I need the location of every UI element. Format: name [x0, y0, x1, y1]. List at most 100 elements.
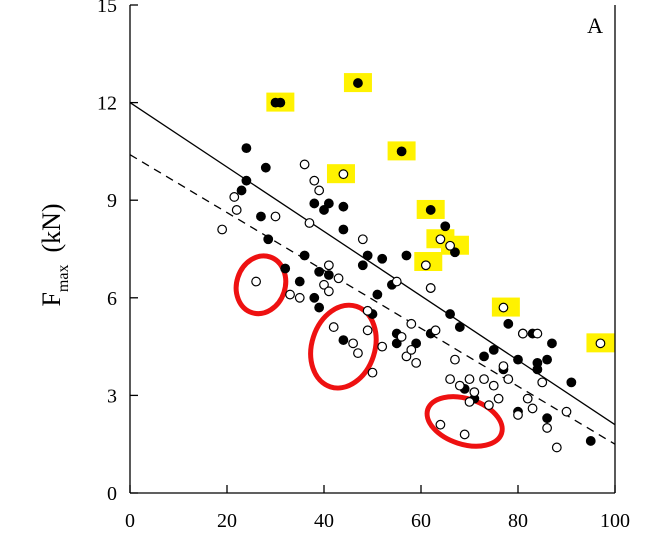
dashed-fit-line: [129, 154, 616, 445]
x-tick-label-20: 20: [217, 510, 237, 532]
filled-point-30: [391, 338, 402, 349]
filled-point-5: [260, 162, 271, 173]
y-tick-label-9: 9: [107, 190, 117, 212]
open-point-44: [479, 374, 489, 385]
x-tick-label-80: 80: [508, 510, 528, 532]
filled-point-2: [241, 175, 252, 186]
open-point-19: [353, 348, 363, 359]
filled-point-9: [280, 263, 291, 274]
filled-point-26: [372, 289, 383, 300]
x-tick-label-100: 100: [600, 510, 630, 532]
filled-point-21: [338, 335, 349, 345]
open-point-6: [285, 289, 295, 300]
filled-point-10: [294, 276, 305, 287]
filled-point-44: [488, 344, 499, 355]
open-point-15: [328, 322, 339, 332]
open-point-24: [377, 341, 388, 352]
x-tick-label-40: 40: [314, 510, 334, 532]
open-point-56: [537, 377, 548, 388]
open-point-55: [532, 328, 543, 339]
filled-point-52: [532, 357, 543, 368]
plot-frame: [129, 5, 616, 494]
open-point-45: [484, 400, 494, 411]
filled-point-4: [256, 211, 266, 222]
open-point-26: [396, 331, 407, 342]
open-point-5: [270, 211, 281, 222]
open-point-43: [469, 387, 480, 398]
open-point-10: [309, 175, 320, 186]
open-point-21: [362, 325, 373, 336]
regression-lines: [129, 102, 616, 445]
open-point-11: [314, 185, 325, 196]
open-point-46: [488, 380, 499, 391]
y-axis-label-main: F: [37, 292, 66, 306]
y-tick-label-0: 0: [107, 483, 117, 505]
filled-point-16: [319, 205, 329, 215]
filled-point-53: [542, 354, 552, 365]
filled-point-20: [338, 201, 349, 212]
open-point-31: [420, 260, 431, 271]
filled-point-18: [323, 270, 334, 280]
open-point-50: [503, 374, 514, 385]
open-point-9: [304, 218, 315, 228]
open-point-17: [338, 169, 349, 180]
filled-point-55: [547, 338, 557, 349]
open-point-47: [493, 393, 504, 404]
open-point-8: [299, 159, 310, 170]
filled-point-54: [542, 413, 552, 424]
open-point-28: [406, 318, 417, 329]
filled-point-24: [362, 250, 373, 261]
data-points: [217, 78, 606, 453]
open-point-57: [542, 423, 552, 433]
open-point-3: [231, 205, 242, 215]
filled-point-27: [377, 253, 388, 264]
open-point-36: [445, 240, 456, 251]
open-point-34: [435, 234, 446, 245]
y-tick-label-3: 3: [107, 385, 117, 407]
y-axis-label: Fmax (kN): [37, 203, 72, 306]
x-tick-label-0: 0: [125, 510, 135, 532]
open-point-13: [323, 286, 334, 297]
red-circle-annotation-2: [308, 302, 379, 391]
open-point-25: [391, 276, 402, 287]
open-point-48: [498, 361, 509, 372]
svg-text:Fmax(kN): Fmax (kN): [37, 203, 72, 306]
open-point-33: [430, 325, 441, 336]
open-point-4: [251, 276, 262, 287]
filled-point-19: [338, 224, 349, 235]
filled-point-12: [309, 198, 320, 209]
open-point-41: [464, 397, 475, 407]
filled-point-1: [236, 185, 247, 196]
open-point-30: [411, 357, 422, 368]
axis-ticks: 0 20 40 60 80 100 0 3 6 9 12 15: [97, 0, 630, 532]
filled-point-6: [263, 234, 274, 245]
open-point-52: [517, 328, 528, 339]
open-point-49: [498, 302, 509, 313]
open-point-54: [527, 403, 538, 414]
open-point-35: [435, 419, 446, 430]
filled-point-14: [314, 266, 325, 277]
y-tick-label-15: 15: [97, 0, 117, 17]
filled-point-34: [425, 205, 436, 215]
open-point-20: [357, 234, 368, 245]
filled-point-37: [440, 221, 451, 232]
filled-point-32: [401, 250, 412, 261]
open-point-53: [522, 393, 533, 404]
filled-point-11: [299, 250, 310, 261]
open-point-1: [217, 224, 228, 235]
filled-point-38: [445, 309, 456, 319]
y-axis-label-unit: (kN): [37, 203, 66, 252]
filled-point-22: [353, 78, 363, 88]
filled-point-8: [275, 97, 286, 108]
filled-point-47: [513, 354, 523, 365]
open-point-2: [229, 192, 240, 202]
filled-point-23: [357, 260, 368, 271]
open-point-60: [595, 338, 606, 349]
y-axis-label-subscript: max: [55, 265, 72, 293]
red-circle-annotation-1: [233, 253, 289, 317]
open-point-7: [294, 292, 305, 303]
open-point-18: [348, 338, 359, 349]
filled-point-3: [241, 143, 252, 154]
open-point-12: [319, 279, 329, 290]
